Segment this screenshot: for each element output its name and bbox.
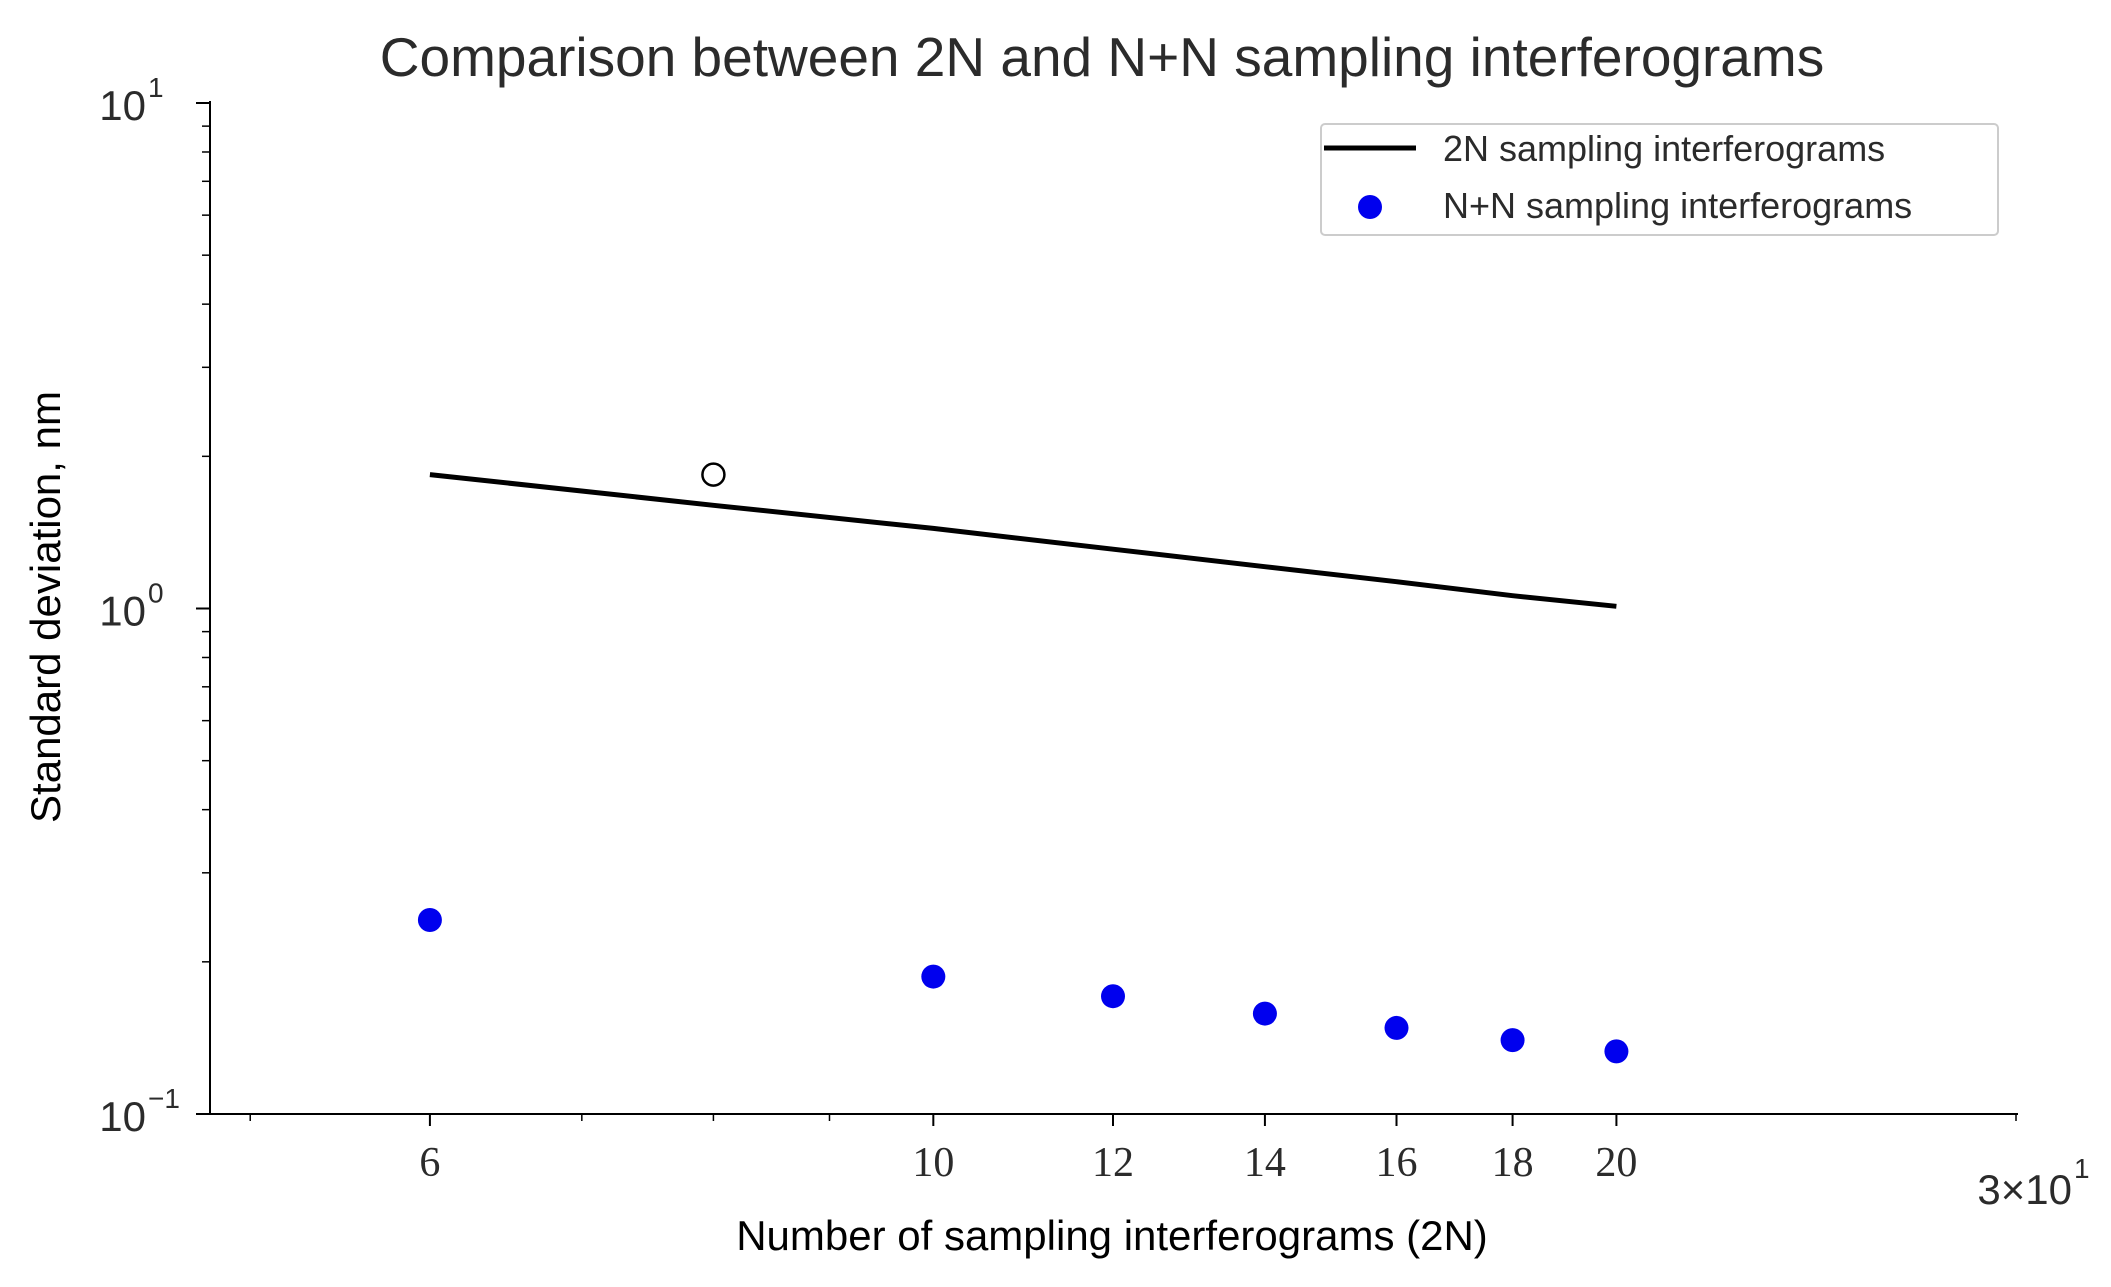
chart-title: Comparison between 2N and N+N sampling i… — [380, 26, 1824, 88]
x-tick-label: 12 — [1092, 1140, 1134, 1186]
legend: 2N sampling interferograms N+N sampling … — [1320, 123, 1999, 236]
y-axis-label: Standard deviation, nm — [22, 391, 69, 823]
y-tick-label: 10 — [99, 82, 146, 129]
data-point-nn — [921, 964, 946, 989]
data-point-nn — [1384, 1015, 1409, 1040]
x-tick-label: 16 — [1376, 1140, 1418, 1186]
y-tick-label: 10 — [99, 1093, 146, 1140]
y-tick-exponent: 1 — [148, 72, 164, 103]
y-tick-label: 10 — [99, 588, 146, 635]
x-edge-tick-exponent: 1 — [2074, 1153, 2090, 1184]
y-tick-exponent: −1 — [148, 1083, 180, 1114]
x-tick-label: 10 — [912, 1140, 954, 1186]
axes — [209, 101, 2018, 1115]
data-point-nn — [1500, 1028, 1525, 1053]
data-point-nn — [417, 907, 442, 932]
data-point-nn — [1101, 984, 1125, 1009]
y-tick-exponent: 0 — [148, 578, 164, 609]
legend-label-2n: 2N sampling interferograms — [1443, 128, 1885, 169]
x-tick-label: 6 — [419, 1140, 440, 1186]
plot-marks — [417, 462, 1629, 1064]
x-tick-label: 18 — [1492, 1140, 1534, 1186]
legend-frame — [1320, 123, 1999, 236]
data-point-nn — [1604, 1039, 1629, 1064]
legend-dot-swatch — [1358, 195, 1382, 219]
x-edge-tick-label: 3×10 — [1977, 1166, 2072, 1213]
series-line-2n — [429, 472, 1617, 609]
x-tick-label: 14 — [1244, 1140, 1286, 1186]
legend-label-nn: N+N sampling interferograms — [1443, 185, 1912, 226]
x-tick-label: 20 — [1595, 1140, 1637, 1186]
x-ticks: 6 10 12 14 16 18 20 3×10 1 — [249, 1114, 2090, 1213]
data-point-nn — [1252, 1001, 1277, 1026]
x-axis-label: Number of sampling interferograms (2N) — [736, 1212, 1488, 1259]
outlier-point — [701, 462, 726, 487]
